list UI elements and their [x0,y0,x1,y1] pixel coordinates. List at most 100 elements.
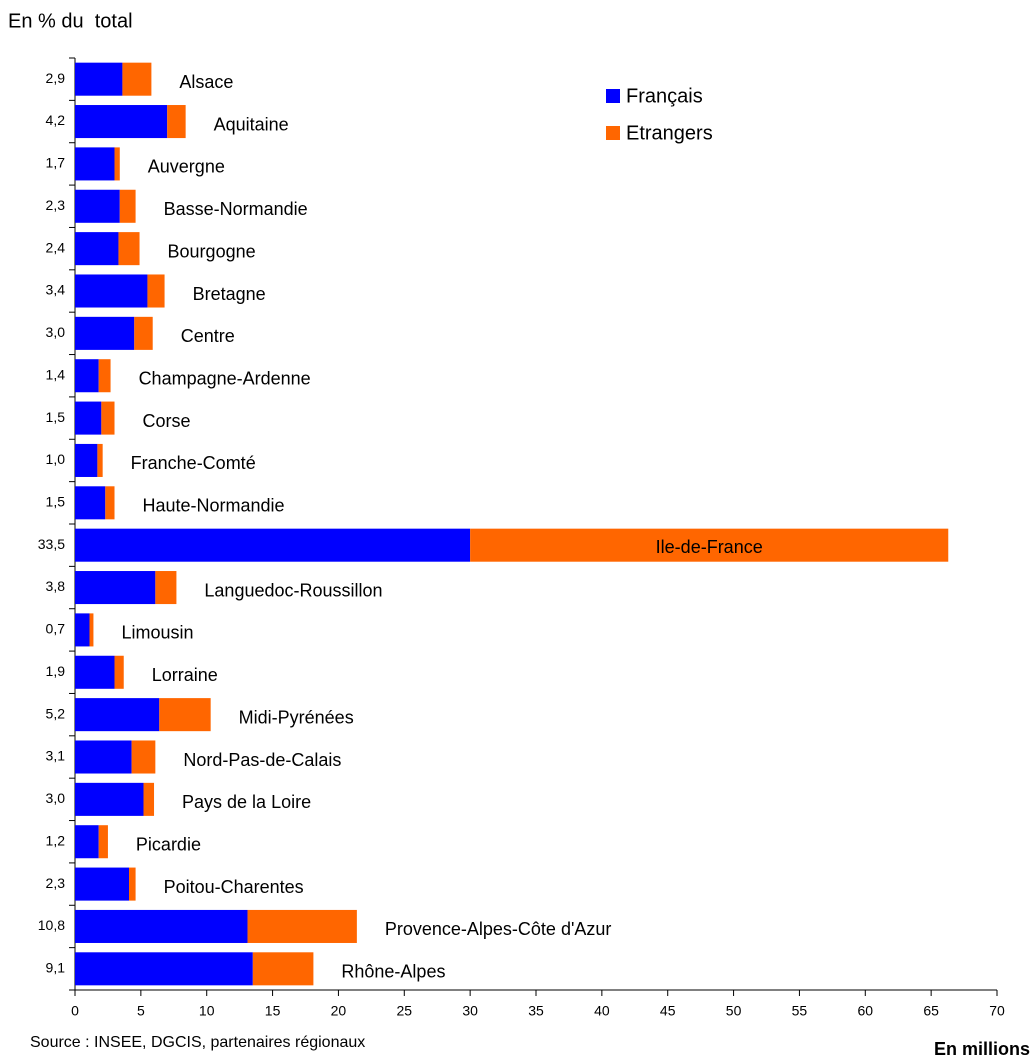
x-tick-label: 15 [265,1003,281,1019]
x-tick-label: 25 [396,1003,412,1019]
x-tick-label: 40 [594,1003,610,1019]
x-tick-label: 50 [726,1003,742,1019]
x-tick-label: 45 [660,1003,676,1019]
bar-segment [75,952,253,986]
share-label: 2,4 [46,239,66,255]
bar-segment [75,571,156,605]
category-label: Aquitaine [214,114,289,134]
x-tick-label: 20 [331,1003,347,1019]
x-tick-label: 5 [137,1003,145,1019]
bar-segment [75,401,102,435]
bar-segment [105,486,115,520]
bar-segment [247,909,357,943]
bar-segment [75,698,160,732]
share-label: 3,1 [46,748,66,764]
bar-segment [89,613,94,647]
share-label: 10,8 [38,917,65,933]
category-label: Auvergne [148,157,225,177]
category-label: Rhône-Alpes [341,962,445,982]
category-label: Alsace [179,72,233,92]
bar-segment [75,274,148,308]
legend-label: Etrangers [626,122,713,144]
category-label: Haute-Normandie [143,496,285,516]
bar-segment [122,62,152,96]
bar-segment [98,825,108,859]
category-label: Poitou-Charentes [164,877,304,897]
bar-segment [252,952,314,986]
legend-swatch [606,89,620,103]
chart-title: En % du total [8,10,133,32]
bar-segment [118,232,140,266]
bar-segment [147,274,165,308]
x-tick-label: 65 [923,1003,939,1019]
bar-segment [75,316,135,350]
bar-segment [98,359,111,393]
bar-segment [114,147,120,181]
share-label: 3,0 [46,790,66,806]
share-label: 1,0 [46,451,66,467]
bar-segment [75,62,123,96]
category-label: Nord-Pas-de-Calais [183,750,341,770]
share-label: 0,7 [46,621,66,637]
bar-segment [75,909,248,943]
bar-segment [155,571,177,605]
bar-segment [75,147,115,181]
source: Source : INSEE, DGCIS, partenaires régio… [30,1034,365,1051]
x-tick-label: 60 [857,1003,873,1019]
bar-segment [75,189,120,223]
bar-segment [134,316,153,350]
bar-segment [129,867,136,901]
share-label: 5,2 [46,705,66,721]
legend-swatch [606,126,620,140]
x-axis-label: En millions [934,1039,1030,1059]
share-label: 2,9 [46,70,66,86]
bar-segment [101,401,115,435]
share-label: 33,5 [38,536,65,552]
bar-segment [97,443,103,477]
category-label: Bretagne [193,284,266,304]
x-tick-label: 35 [528,1003,544,1019]
share-label: 3,0 [46,324,66,340]
category-label: Languedoc-Roussillon [204,580,382,600]
bar-segment [131,740,156,774]
category-label: Pays de la Loire [182,792,311,812]
bar-segment [75,105,168,139]
share-label: 9,1 [46,960,66,976]
bar-segment [143,782,155,816]
bar-segment [75,740,132,774]
category-label: Corse [143,411,191,431]
bar-segment [75,613,90,647]
category-label: Bourgogne [168,241,256,261]
bar-segment [167,105,186,139]
bar-segment [75,359,99,393]
category-label: Basse-Normandie [164,199,308,219]
bar-segment [119,189,136,223]
bar-segment [75,655,115,689]
legend-label: Français [626,85,703,107]
category-label: Picardie [136,834,201,854]
bar-segment [75,486,106,520]
category-label: Centre [181,326,235,346]
share-label: 1,5 [46,494,66,510]
x-tick-label: 70 [989,1003,1005,1019]
category-label: Franche-Comté [131,453,256,473]
bar-segment [75,825,99,859]
share-label: 1,5 [46,409,66,425]
share-label: 1,7 [46,155,66,171]
category-label: Midi-Pyrénées [239,707,354,727]
bar-segment [75,528,471,562]
share-label: 3,4 [46,282,66,298]
x-tick-label: 10 [199,1003,215,1019]
share-label: 1,9 [46,663,66,679]
x-tick-label: 30 [462,1003,478,1019]
bar-segment [75,232,119,266]
category-label: Ile-de-France [656,537,763,557]
bar-segment [75,867,130,901]
bar-segment [75,782,144,816]
x-tick-label: 0 [71,1003,79,1019]
share-label: 1,2 [46,832,66,848]
bar-segment [470,528,949,562]
category-label: Limousin [121,623,193,643]
category-label: Champagne-Ardenne [139,368,311,388]
bar-segment [114,655,124,689]
